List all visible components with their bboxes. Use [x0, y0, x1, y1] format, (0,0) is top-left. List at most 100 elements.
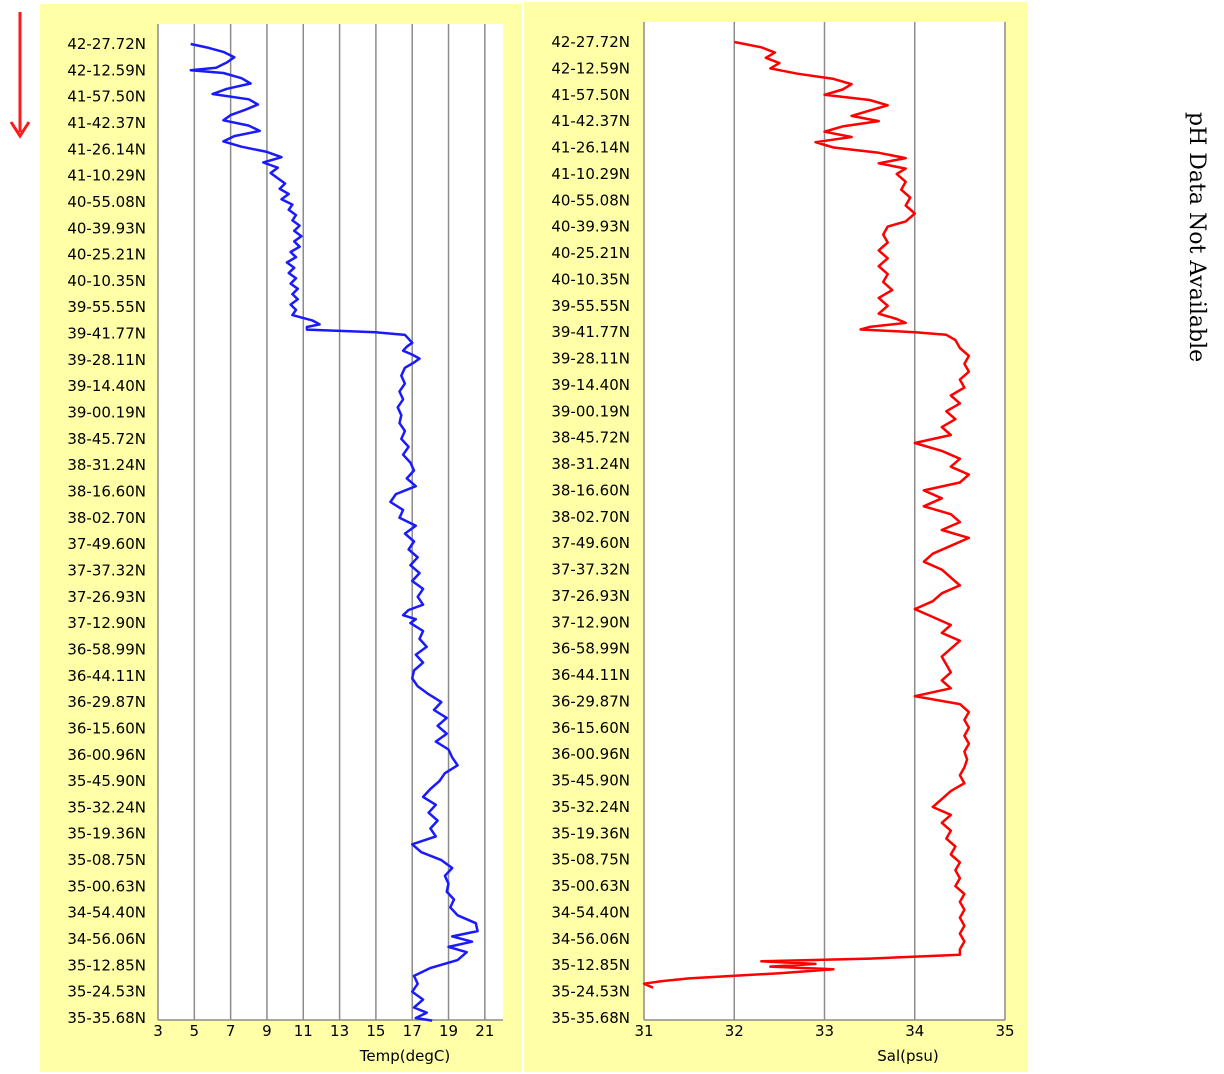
latitude-label: 37-26.93N [67, 588, 146, 606]
latitude-label: 41-42.37N [67, 114, 146, 132]
x-tick-label: 15 [366, 1022, 385, 1040]
latitude-label: 41-10.29N [551, 165, 630, 183]
latitude-label: 38-02.70N [67, 509, 146, 527]
latitude-label: 40-10.35N [551, 270, 630, 288]
latitude-label: 41-42.37N [551, 112, 630, 130]
latitude-label: 39-00.19N [67, 404, 146, 422]
latitude-label: 34-54.40N [67, 904, 146, 922]
latitude-label: 39-00.19N [551, 402, 630, 420]
temperature-x-ticks: 3 5 7 9 11 13 15 17 19 21 [153, 1022, 494, 1040]
latitude-label: 36-29.87N [67, 693, 146, 711]
latitude-label: 36-58.99N [67, 640, 146, 658]
temperature-series-line [189, 42, 479, 1022]
x-tick-label: 34 [905, 1022, 924, 1040]
latitude-label: 40-55.08N [67, 193, 146, 211]
x-tick-label: 17 [403, 1022, 422, 1040]
latitude-label: 35-24.53N [67, 983, 146, 1001]
latitude-label: 39-41.77N [551, 323, 630, 341]
latitude-label: 41-57.50N [551, 86, 630, 104]
latitude-label: 37-37.32N [551, 561, 630, 579]
latitude-label: 39-14.40N [67, 377, 146, 395]
latitude-label: 36-15.60N [67, 719, 146, 737]
latitude-label: 40-25.21N [551, 244, 630, 262]
latitude-label: 36-44.11N [67, 667, 146, 685]
latitude-label: 38-31.24N [67, 456, 146, 474]
latitude-label: 38-45.72N [67, 430, 146, 448]
latitude-label: 38-45.72N [551, 429, 630, 447]
latitude-label: 40-25.21N [67, 246, 146, 264]
latitude-label: 41-57.50N [67, 88, 146, 106]
temperature-gridlines [157, 24, 503, 1021]
x-tick-label: 5 [190, 1022, 200, 1040]
latitude-label: 35-12.85N [551, 956, 630, 974]
latitude-label: 42-27.72N [551, 33, 630, 51]
latitude-label: 41-26.14N [67, 140, 146, 158]
latitude-label: 41-26.14N [551, 139, 630, 157]
latitude-label: 35-19.36N [67, 825, 146, 843]
latitude-label: 42-27.72N [67, 35, 146, 53]
latitude-label: 39-41.77N [67, 325, 146, 343]
latitude-label: 42-12.59N [67, 61, 146, 79]
latitude-label: 35-08.75N [551, 851, 630, 869]
latitude-label: 41-10.29N [67, 167, 146, 185]
latitude-label: 34-54.40N [551, 903, 630, 921]
latitude-label: 36-00.96N [67, 746, 146, 764]
salinity-gridlines [643, 22, 1006, 1021]
latitude-label: 39-28.11N [551, 350, 630, 368]
latitude-label: 35-45.90N [67, 772, 146, 790]
salinity-chart: 42-27.72N 42-12.59N 41-57.50N 41-42.37N 41-2… [524, 2, 1028, 1072]
ph-data-note: pH Data Not Available [1184, 112, 1209, 362]
latitude-label: 35-32.24N [67, 798, 146, 816]
x-tick-label: 32 [725, 1022, 744, 1040]
temperature-chart: 42-27.72N 42-12.59N 41-57.50N 41-42.37N 41-2… [40, 4, 522, 1072]
latitude-label: 36-58.99N [551, 640, 630, 658]
salinity-latitude-labels: 42-27.72N 42-12.59N 41-57.50N 41-42.37N 41-2… [551, 33, 630, 1027]
temperature-latitude-labels: 42-27.72N 42-12.59N 41-57.50N 41-42.37N 41-2… [67, 35, 146, 1027]
latitude-label: 40-10.35N [67, 272, 146, 290]
latitude-label: 40-39.93N [67, 219, 146, 237]
latitude-label: 35-32.24N [551, 798, 630, 816]
latitude-label: 37-26.93N [551, 587, 630, 605]
latitude-label: 36-00.96N [551, 745, 630, 763]
x-tick-label: 21 [475, 1022, 494, 1040]
latitude-label: 37-12.90N [551, 613, 630, 631]
latitude-label: 39-28.11N [67, 351, 146, 369]
latitude-label: 40-55.08N [551, 191, 630, 209]
latitude-label: 36-15.60N [551, 719, 630, 737]
latitude-label: 42-12.59N [551, 59, 630, 77]
latitude-label: 34-56.06N [67, 930, 146, 948]
latitude-label: 38-02.70N [551, 508, 630, 526]
latitude-label: 35-35.68N [67, 1009, 146, 1027]
salinity-series-line [642, 40, 971, 989]
x-tick-label: 35 [995, 1022, 1014, 1040]
latitude-label: 38-16.60N [67, 483, 146, 501]
latitude-label: 35-35.68N [551, 1009, 630, 1027]
salinity-x-axis-title: Sal(psu) [877, 1047, 938, 1065]
latitude-label: 35-08.75N [67, 851, 146, 869]
latitude-label: 35-19.36N [551, 824, 630, 842]
latitude-label: 37-49.60N [67, 535, 146, 553]
direction-arrow-icon [9, 12, 31, 139]
latitude-label: 35-12.85N [67, 956, 146, 974]
x-tick-label: 13 [330, 1022, 349, 1040]
x-tick-label: 11 [294, 1022, 313, 1040]
latitude-label: 35-00.63N [551, 877, 630, 895]
x-tick-label: 9 [262, 1022, 272, 1040]
x-tick-label: 31 [634, 1022, 653, 1040]
latitude-label: 40-39.93N [551, 218, 630, 236]
temperature-plot-area [158, 24, 503, 1020]
x-tick-label: 19 [439, 1022, 458, 1040]
latitude-label: 37-49.60N [551, 534, 630, 552]
latitude-label: 39-55.55N [551, 297, 630, 315]
x-tick-label: 7 [226, 1022, 236, 1040]
latitude-label: 37-37.32N [67, 561, 146, 579]
latitude-label: 35-24.53N [551, 983, 630, 1001]
x-tick-label: 33 [815, 1022, 834, 1040]
latitude-label: 38-16.60N [551, 481, 630, 499]
latitude-label: 36-44.11N [551, 666, 630, 684]
latitude-label: 39-55.55N [67, 298, 146, 316]
latitude-label: 38-31.24N [551, 455, 630, 473]
latitude-label: 36-29.87N [551, 692, 630, 710]
temperature-x-axis-title: Temp(degC) [359, 1047, 450, 1065]
